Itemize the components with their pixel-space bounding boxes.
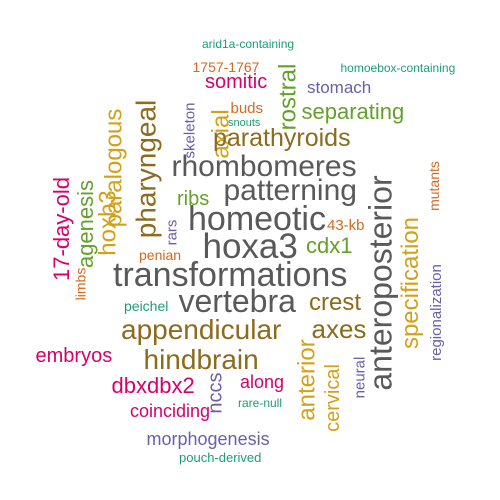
word-rhombomeres: rhombomeres [171,150,357,183]
word-hoxa3: hoxa3 [202,226,298,266]
word-dbxdbx2: dbxdbx2 [111,373,195,398]
word-mutants: mutants [425,161,442,211]
word-hindbrain: hindbrain [143,344,259,375]
word-separating: separating [301,99,405,124]
word-anteroposterior: anteroposterior [362,175,399,391]
word-somitic: somitic [205,71,268,93]
word-morphogenesis: morphogenesis [146,429,270,449]
word-vertebra: vertebra [178,283,296,319]
word-limbs: limbs [71,267,88,301]
word-pharyngeal: pharyngeal [129,99,161,239]
word-ribs: ribs [177,188,210,210]
word-stomach: stomach [307,77,372,97]
word-axes: axes [311,314,367,344]
word-parathyroids: parathyroids [213,123,351,152]
word-specification: specification [397,216,425,350]
word-rare-null: rare-null [238,396,283,410]
word-buds: buds [230,99,264,117]
word-pouch-derived: pouch-derived [179,449,262,465]
word-along: along [240,372,285,392]
word-cervical: cervical [321,364,344,432]
word-homeotic: homeotic [188,200,326,238]
word-coinciding: coinciding [130,401,211,421]
word-crest: crest [309,289,362,316]
word-hoxb3: hoxb3 [94,190,122,256]
word-cdx1: cdx1 [306,233,353,258]
word-embryos: embryos [35,345,113,367]
word-snouts: snouts [228,116,261,129]
word-arid1a-containing: arid1a-containing [202,37,295,51]
word-rars: rars [163,219,181,245]
word-1757-1767: 1757-1767 [192,59,260,75]
word-43-kb: 43-kb [327,216,365,234]
word-17-day-old: 17-day-old [48,177,74,281]
word-peichel: peichel [124,298,169,314]
word-neural: neural [351,356,369,398]
word-penian: penian [139,247,182,263]
word-rostral: rostral [273,63,301,131]
word-transformations: transformations [113,256,348,294]
word-homoebox-containing: homoebox-containing [340,61,456,75]
word-appendicular: appendicular [121,314,282,345]
word-anterior: anterior [293,339,321,421]
word-regionalization: regionalization [427,263,445,361]
word-patterning: patterning [223,174,357,207]
